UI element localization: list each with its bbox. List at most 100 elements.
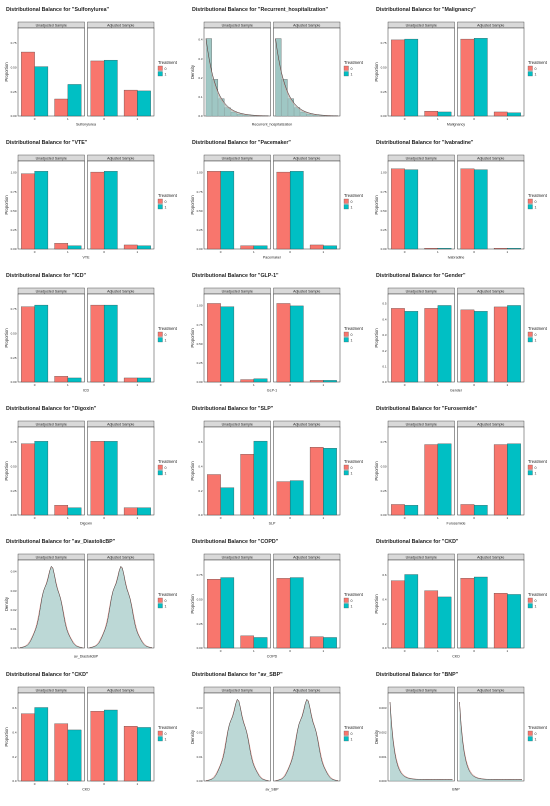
bar-left-cat0-treatment0 — [207, 171, 220, 249]
bar-left-cat0-treatment1 — [405, 575, 418, 648]
x-tick-label: 1 — [437, 649, 439, 653]
bar-right-cat1-treatment0 — [124, 378, 137, 382]
legend-swatch-t1 — [344, 205, 349, 210]
x-tick-label: 0 — [103, 250, 105, 254]
bar-left-cat1-treatment1 — [68, 378, 81, 382]
bar-left-cat0-treatment0 — [391, 581, 404, 648]
legend-swatch-t1 — [528, 338, 533, 343]
legend-label-t0: 0 — [351, 599, 353, 603]
facet-strip-label: Adjusted Sample — [107, 156, 134, 160]
bar-left-cat0-treatment0 — [21, 52, 34, 116]
legend-label-t1: 1 — [535, 471, 537, 475]
bar-right-cat1-treatment1 — [507, 594, 520, 648]
x-tick-label: 0 — [473, 117, 475, 121]
y-tick-label: 0.00 — [381, 247, 387, 251]
y-tick-label: 0.00 — [11, 646, 17, 650]
legend-swatch-t0 — [528, 465, 533, 470]
bar-left-cat1-treatment0 — [425, 308, 438, 382]
facet-strip-label: Unadjusted Sample — [36, 289, 67, 293]
chart-title: Distributional Balance for "COPD" — [192, 539, 279, 545]
bar-right-cat1-treatment0 — [124, 90, 137, 116]
bar-left-cat1-treatment1 — [254, 379, 267, 382]
legend-label-t1: 1 — [535, 205, 537, 209]
legend-title: Treatment — [344, 60, 364, 65]
legend-label-t0: 0 — [535, 333, 537, 337]
x-axis-label: Sulfonylurea — [76, 123, 96, 127]
bar-right-cat1-treatment0 — [310, 447, 323, 515]
y-tick-label: 0.50 — [381, 209, 387, 213]
legend-title: Treatment — [158, 193, 178, 198]
y-tick-label: 0.25 — [11, 489, 17, 493]
x-axis-label: Gender — [450, 389, 463, 393]
legend-swatch-t0 — [158, 332, 163, 337]
bar-left-cat0-treatment0 — [21, 444, 34, 515]
legend-label-t0: 0 — [351, 466, 353, 470]
y-tick-label: 0.75 — [11, 307, 17, 311]
y-tick-label: 0.25 — [197, 228, 203, 232]
bar-left-cat1-treatment1 — [254, 441, 267, 515]
legend-swatch-t0 — [158, 465, 163, 470]
y-tick-label: 0.00 — [11, 513, 17, 517]
legend-label-t1: 1 — [535, 72, 537, 76]
y-tick-label: 0.00 — [197, 646, 203, 650]
bar-left-cat0-treatment0 — [391, 40, 404, 116]
facet-strip-label: Unadjusted Sample — [222, 156, 253, 160]
bar-left-cat1-treatment0 — [425, 111, 438, 116]
y-tick-label: 1.00 — [11, 171, 17, 175]
legend-swatch-t1 — [158, 604, 163, 609]
legend-label-t0: 0 — [351, 200, 353, 204]
x-tick-label: 1 — [323, 516, 325, 520]
x-axis-label: av_DiastolicBP — [74, 655, 99, 659]
y-tick-label: 0.00 — [197, 380, 203, 384]
chart-title: Distributional Balance for "Furosemide" — [376, 406, 477, 412]
bar-left-cat1-treatment0 — [241, 246, 254, 249]
y-axis-label: Density — [4, 596, 9, 611]
bar-right-cat1-treatment0 — [494, 112, 507, 116]
legend-label-t0: 0 — [165, 200, 167, 204]
legend-label-t1: 1 — [535, 338, 537, 342]
y-axis-label: Proportion — [374, 594, 379, 614]
chart-svg: Distributional Balance for "Gender"Propo… — [374, 270, 550, 402]
y-tick-label: 0.75 — [197, 573, 203, 577]
y-tick-label: 0.75 — [197, 323, 203, 327]
bar-left-cat1-treatment0 — [241, 636, 254, 648]
bar-left-cat1-treatment1 — [438, 597, 451, 648]
x-axis-label: CKD — [82, 788, 90, 792]
facet-strip-label: Unadjusted Sample — [36, 422, 67, 426]
legend-swatch-t0 — [344, 332, 349, 337]
x-tick-label: 0 — [34, 383, 36, 387]
x-tick-label: 1 — [437, 117, 439, 121]
chart-svg: Distributional Balance for "Ivabradine"P… — [374, 137, 550, 269]
legend-swatch-t1 — [344, 338, 349, 343]
bar-left-cat1-treatment1 — [68, 84, 81, 116]
legend-swatch-t1 — [158, 737, 163, 742]
x-tick-label: 1 — [323, 383, 325, 387]
legend-swatch-t0 — [158, 66, 163, 71]
chart-title: Distributional Balance for "Sulfonylurea… — [6, 7, 110, 13]
y-tick-label: 0.01 — [11, 627, 17, 631]
bar-left-cat0-treatment1 — [35, 67, 48, 116]
x-tick-label: 0 — [404, 649, 406, 653]
legend-title: Treatment — [158, 592, 178, 597]
legend-label-t0: 0 — [535, 200, 537, 204]
chart-svg: Distributional Balance for "Recurrent_ho… — [190, 4, 370, 136]
facet-strip-label: Adjusted Sample — [477, 688, 504, 692]
y-tick-label: 0.2 — [382, 349, 387, 353]
y-tick-label: 0.3 — [198, 57, 203, 61]
legend-swatch-t0 — [528, 332, 533, 337]
facet-strip-label: Unadjusted Sample — [406, 555, 437, 559]
facet-strip-label: Unadjusted Sample — [36, 688, 67, 692]
bar-left-cat1-treatment0 — [55, 376, 68, 382]
legend-label-t1: 1 — [535, 737, 537, 741]
x-tick-label: 0 — [34, 117, 36, 121]
chart-title: Distributional Balance for "Pacemaker" — [192, 140, 291, 146]
y-tick-label: 1.00 — [197, 304, 203, 308]
legend-swatch-t0 — [158, 731, 163, 736]
y-tick-label: 0.6 — [198, 440, 203, 444]
y-axis-label: Proportion — [374, 62, 379, 82]
bar-right-cat1-treatment1 — [323, 448, 336, 515]
chart-svg: Distributional Balance for "Furosemide"P… — [374, 403, 550, 535]
x-tick-label: 0 — [404, 117, 406, 121]
y-tick-label: 0.4 — [382, 317, 387, 321]
bar-right-cat0-treatment1 — [290, 578, 303, 648]
